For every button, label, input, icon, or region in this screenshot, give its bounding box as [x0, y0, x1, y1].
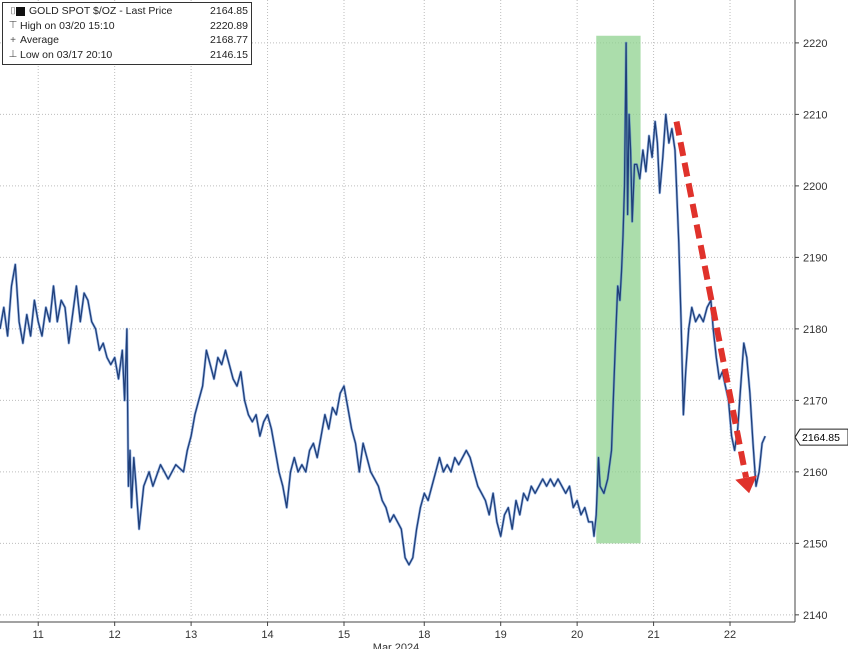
chart-legend: ⌷ GOLD SPOT $/OZ - Last Price 2164.85 ⊤ …	[2, 2, 252, 65]
x-tick-label: 22	[724, 629, 736, 641]
trend-arrow-head	[735, 475, 757, 494]
x-tick-label: 21	[647, 629, 659, 641]
legend-high-value: 2220.89	[210, 19, 248, 32]
legend-color-swatch	[16, 6, 25, 16]
legend-series-icon: ⌷	[10, 5, 16, 17]
legend-low-label: Low on 03/17 20:10	[20, 48, 113, 61]
last-price-marker	[794, 428, 848, 446]
y-tick-label: 2220	[803, 38, 827, 50]
x-tick-label: 14	[261, 629, 273, 641]
y-tick-label: 2140	[803, 610, 827, 622]
low-marker-icon: ⊥	[8, 49, 18, 61]
trend-arrow-layer	[673, 120, 757, 494]
trend-arrow-shaft	[673, 120, 750, 479]
x-tick-label: 12	[109, 629, 121, 641]
x-tick-label: 13	[185, 629, 197, 641]
legend-high-label: High on 03/20 15:10	[20, 19, 115, 32]
legend-row-low: ⊥ Low on 03/17 20:10 2146.15	[6, 48, 248, 63]
chart-grid	[0, 0, 795, 622]
last-price-label: 2164.85	[802, 432, 840, 444]
legend-average-value: 2168.77	[210, 34, 248, 47]
y-tick-label: 2210	[803, 109, 827, 121]
legend-average-label: Average	[20, 34, 59, 47]
legend-row-last: ⌷ GOLD SPOT $/OZ - Last Price 2164.85	[6, 4, 248, 19]
x-axis-label: Mar 2024	[373, 642, 419, 649]
series-layer	[0, 41, 767, 567]
series-line	[0, 42, 766, 566]
legend-low-value: 2146.15	[210, 48, 248, 61]
y-tick-label: 2190	[803, 252, 827, 264]
average-marker-icon: +	[10, 34, 16, 46]
x-tick-label: 20	[571, 629, 583, 641]
legend-last-value: 2164.85	[210, 5, 248, 18]
legend-title: GOLD SPOT $/OZ - Last Price	[29, 5, 173, 18]
x-tick-label: 11	[33, 629, 44, 641]
x-tick-label: 15	[338, 629, 350, 641]
legend-row-average: + Average 2168.77	[6, 33, 248, 48]
legend-row-high: ⊤ High on 03/20 15:10 2220.89	[6, 19, 248, 34]
high-marker-icon: ⊤	[8, 20, 18, 32]
y-tick-label: 2160	[803, 467, 827, 479]
x-tick-label: 19	[495, 629, 507, 641]
x-tick-label: 18	[418, 629, 430, 641]
y-tick-label: 2180	[803, 324, 827, 336]
y-tick-label: 2170	[803, 395, 827, 407]
y-tick-label: 2150	[803, 538, 827, 550]
y-tick-label: 2200	[803, 181, 827, 193]
